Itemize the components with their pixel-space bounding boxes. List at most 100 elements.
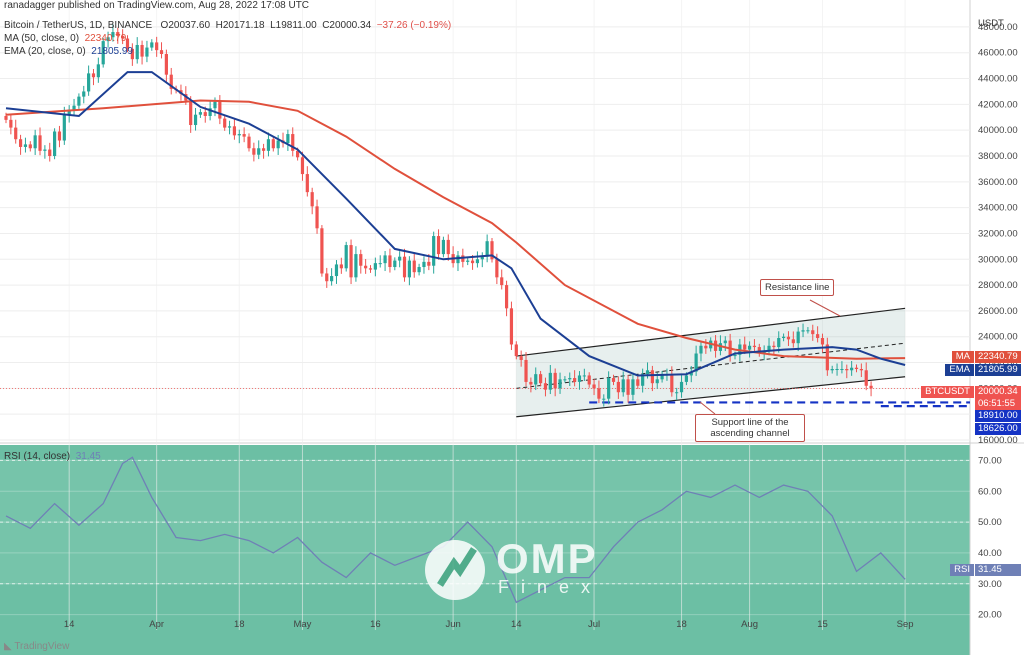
- ema-price-tag: EMA: [945, 364, 974, 376]
- candle-body: [189, 100, 193, 126]
- candle-body: [57, 131, 62, 141]
- support-price-1: 18910.00: [975, 410, 1021, 422]
- candle-body: [286, 134, 290, 144]
- ohlc-open: O20037.60: [160, 20, 211, 31]
- price-tick-label: 22000.00: [978, 358, 1018, 369]
- candle-body: [271, 139, 275, 149]
- publisher-line: ranadagger published on TradingView.com,…: [4, 0, 310, 11]
- candle-body: [796, 331, 800, 344]
- candle-body: [558, 379, 562, 389]
- candle-body: [854, 367, 859, 369]
- candle-body: [208, 108, 212, 116]
- rsi-axis-value: 31.45: [975, 564, 1021, 576]
- candle-body: [607, 378, 611, 399]
- candle-body: [218, 101, 222, 119]
- candle-body: [14, 127, 18, 140]
- candle-body: [475, 259, 480, 264]
- candle-body: [4, 115, 8, 120]
- price-tick-label: 24000.00: [978, 332, 1018, 343]
- candle-body: [650, 370, 654, 384]
- candle-body: [514, 344, 518, 357]
- candle-body: [490, 241, 494, 260]
- candle-body: [782, 336, 786, 339]
- candle-body: [373, 263, 377, 270]
- candle-body: [33, 135, 37, 149]
- support-pointer: [699, 401, 716, 415]
- rsi-tick-label: 70.00: [978, 455, 1002, 466]
- candle-body: [257, 148, 261, 155]
- candle-body: [227, 126, 232, 128]
- candle-body: [77, 96, 81, 106]
- price-tick-label: 30000.00: [978, 254, 1018, 265]
- candle-body: [621, 379, 625, 393]
- candle-body: [777, 338, 781, 348]
- candle-body: [816, 334, 820, 339]
- candle-body: [456, 255, 460, 264]
- tradingview-text: TradingView: [14, 641, 70, 652]
- candle-body: [519, 356, 523, 360]
- candle-body: [548, 372, 552, 390]
- candle-body: [330, 276, 334, 282]
- candle-body: [252, 148, 256, 155]
- candle-body: [626, 379, 630, 395]
- candle-body: [427, 261, 431, 266]
- candle-body: [232, 126, 237, 136]
- candle-body: [577, 375, 582, 382]
- ema-legend[interactable]: EMA (20, close, 0) 21805.99: [4, 46, 133, 57]
- candle-body: [155, 42, 159, 51]
- candle-body: [568, 378, 572, 380]
- candle-body: [82, 91, 86, 97]
- symbol-name: Bitcoin / TetherUS, 1D, BINANCE: [4, 20, 153, 31]
- ohlc-change: −37.26 (−0.19%): [376, 20, 452, 31]
- candle-body: [198, 112, 202, 115]
- candle-body: [655, 379, 659, 384]
- candle-body: [757, 347, 761, 354]
- candle-body: [582, 375, 586, 377]
- candle-body: [470, 260, 475, 264]
- candle-body: [305, 174, 309, 193]
- ema-price-value: 21805.99: [975, 364, 1021, 376]
- time-tick-label: Apr: [149, 619, 164, 630]
- candle-body: [23, 144, 28, 147]
- candle-body: [850, 367, 854, 371]
- time-tick-label: 15: [817, 619, 828, 630]
- currency-label: USDT: [978, 18, 1004, 29]
- rsi-band: [0, 460, 970, 584]
- tradingview-logo[interactable]: ◣ TradingView: [4, 641, 69, 652]
- candle-body: [553, 372, 557, 389]
- candle-body: [116, 32, 120, 36]
- candle-body: [694, 353, 698, 372]
- watermark-logo-icon: [425, 540, 485, 600]
- candle-body: [500, 277, 504, 286]
- rsi-tick-label: 20.00: [978, 610, 1002, 621]
- bar-countdown: 06:51:55: [975, 398, 1021, 410]
- ema-legend-value: 21805.99: [91, 46, 133, 57]
- candle-body: [237, 134, 241, 136]
- candle-body: [159, 50, 164, 55]
- candle-body: [349, 245, 353, 278]
- time-tick-label: Jul: [588, 619, 600, 630]
- rsi-legend[interactable]: RSI (14, close) 31.45: [4, 451, 101, 462]
- candle-body: [368, 268, 373, 270]
- symbol-price-tag: BTCUSDT: [921, 386, 974, 398]
- candle-body: [840, 369, 844, 370]
- ma-legend[interactable]: MA (50, close, 0) 22340.79: [4, 33, 126, 44]
- price-tick-label: 32000.00: [978, 228, 1018, 239]
- candle-body: [602, 398, 606, 400]
- tradingview-icon: ◣: [4, 641, 12, 652]
- candle-body: [310, 192, 314, 207]
- price-tick-label: 46000.00: [978, 48, 1018, 59]
- candle-body: [91, 73, 96, 78]
- support-label-line2: ascending channel: [710, 428, 790, 439]
- candle-body: [398, 256, 402, 261]
- candle-body: [145, 47, 149, 57]
- channel-upper-line: [516, 307, 906, 357]
- candle-body: [485, 241, 489, 257]
- price-tick-label: 34000.00: [978, 203, 1018, 214]
- candle-body: [747, 345, 752, 350]
- candle-body: [417, 267, 421, 273]
- support-label-line1: Support line of the: [711, 417, 789, 428]
- candle-body: [43, 149, 47, 151]
- time-tick-label: 18: [676, 619, 687, 630]
